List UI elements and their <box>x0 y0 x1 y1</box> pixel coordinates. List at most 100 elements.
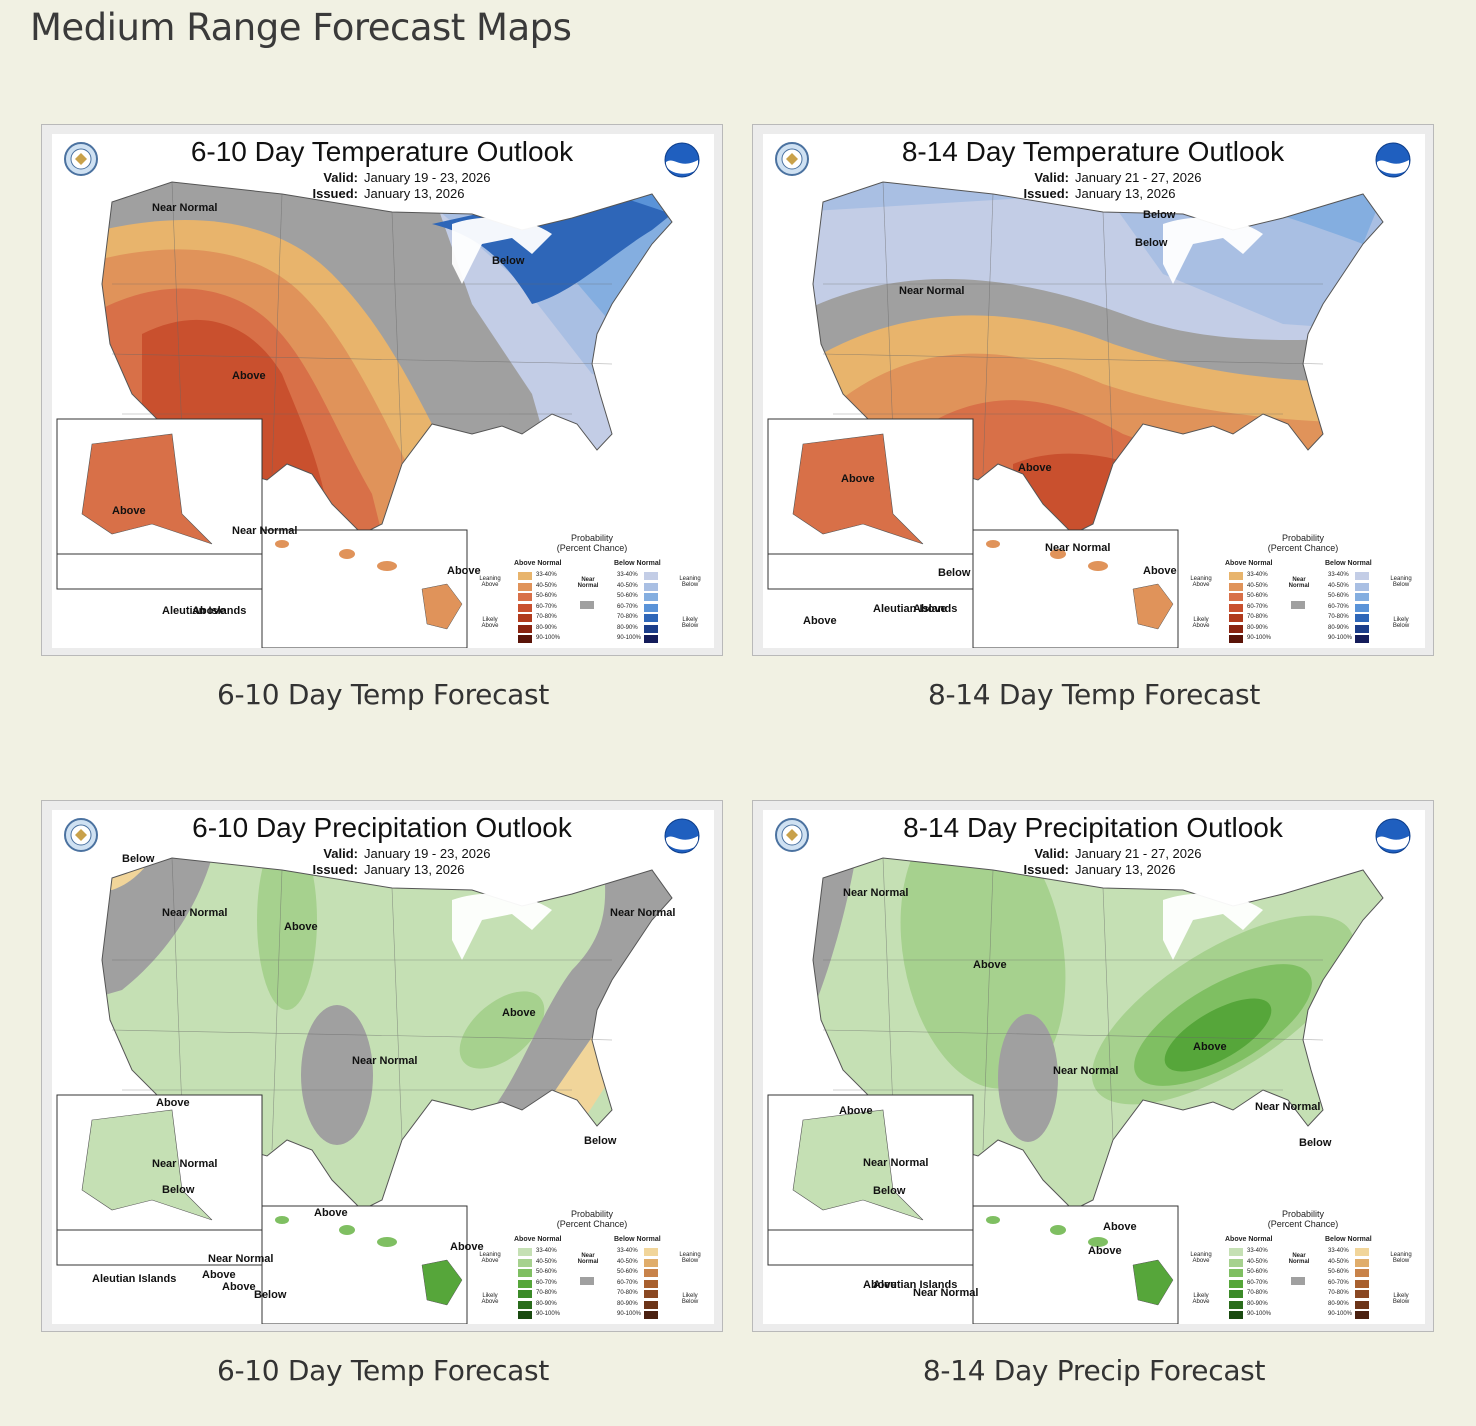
legend-title-line1: Probability <box>1281 533 1325 543</box>
legend-range-above: 70-80% <box>536 1290 557 1296</box>
region-label: Below <box>1135 237 1168 249</box>
legend-range-above: 80-90% <box>1247 1300 1268 1307</box>
legend-swatch-below <box>1355 603 1369 612</box>
alaska-inset <box>767 418 974 590</box>
noaa-logo-icon <box>664 142 700 178</box>
region-label: Above <box>863 1279 897 1291</box>
region-label: Above <box>913 603 947 615</box>
region-label: Near Normal <box>152 1158 217 1170</box>
legend-range-below: 60-70% <box>617 603 638 610</box>
legend-range-below: 33-40% <box>1328 1248 1349 1254</box>
region-label: Aleutian Islands <box>92 1273 176 1285</box>
legend-range-above: 33-40% <box>536 572 557 578</box>
legend-leaning-above: Leaning Above <box>479 1252 501 1264</box>
legend-range-above: 90-100% <box>536 635 561 641</box>
legend-range-above: 33-40% <box>1247 572 1268 578</box>
legend-swatch-near <box>580 601 594 609</box>
region-label: Above <box>1088 1245 1122 1257</box>
map-caption[interactable]: 6-10 Day Temp Forecast <box>216 678 550 711</box>
legend-near-normal: Near Normal <box>1288 577 1310 589</box>
legend-range-above: 80-90% <box>536 624 557 631</box>
legend-swatch-below <box>1355 1300 1369 1309</box>
legend-range-above: 90-100% <box>536 1311 561 1317</box>
map-title: 8-14 Day Temperature Outlook <box>901 136 1285 167</box>
legend-swatch-near <box>580 1277 594 1285</box>
legend-range-above: 80-90% <box>536 1300 557 1307</box>
alaska-inset <box>56 418 263 590</box>
region-label: Near Normal <box>1053 1065 1118 1077</box>
map-frame[interactable]: Below Below Near Normal Above Above Below Near… <box>752 124 1434 656</box>
region-label: Near Normal <box>208 1253 273 1265</box>
legend-range-below: 33-40% <box>1328 572 1349 578</box>
legend-range-above: 40-50% <box>536 1258 557 1265</box>
map-title: 6-10 Day Precipitation Outlook <box>192 812 572 843</box>
map-frame[interactable]: Below Near Normal Above Near Normal Above Nea… <box>41 800 723 1332</box>
map-caption[interactable]: 6-10 Day Temp Forecast <box>216 1354 550 1387</box>
legend-leaning-above: Leaning Above <box>479 576 501 588</box>
region-label: Near Normal <box>913 1287 978 1299</box>
legend-swatch-below <box>644 572 658 580</box>
noaa-logo-icon <box>1375 142 1411 178</box>
legend-range-below: 90-100% <box>617 635 642 641</box>
map-frame[interactable]: Near Normal Below Above Above Near Normal Abo… <box>41 124 723 656</box>
legend-swatch-above <box>518 1269 532 1277</box>
legend-swatch-below <box>1355 614 1369 622</box>
legend-swatch-above <box>1229 635 1243 643</box>
legend-leaning-above: Leaning Above <box>1190 576 1212 588</box>
legend-range-above: 70-80% <box>1247 1290 1268 1296</box>
region-label: Aleutian Islands <box>162 605 246 617</box>
legend-swatch-above <box>518 593 532 601</box>
legend-likely-below: Likely Below <box>1392 617 1410 629</box>
legend-swatch-above <box>518 1279 532 1288</box>
legend-range-below: 80-90% <box>1328 624 1349 631</box>
map-frame[interactable]: Near Normal Above Near Normal Above Near Nor… <box>752 800 1434 1332</box>
legend-range-above: 50-60% <box>1247 1269 1268 1275</box>
legend-swatch-above <box>518 614 532 622</box>
legend-swatch-above <box>1229 624 1243 633</box>
region-label: Near Normal <box>152 202 217 214</box>
region-label: Below <box>873 1185 906 1197</box>
region-label: Near Normal <box>843 887 908 899</box>
forecast-map: Near Normal Above Near Normal Above Near Nor… <box>763 810 1425 1324</box>
legend-range-above: 80-90% <box>1247 624 1268 631</box>
legend-leaning-below: Leaning Below <box>679 576 701 588</box>
legend-swatch-above <box>518 1258 532 1267</box>
issued-date: January 13, 2026 <box>364 862 465 877</box>
legend-leaning-below: Leaning Below <box>1390 576 1412 588</box>
legend-swatch-below <box>644 593 658 601</box>
forecast-card-8-14-temp[interactable]: Below Below Near Normal Above Above Below Near… <box>752 124 1436 711</box>
region-label: Above <box>112 505 146 517</box>
legend-likely-below: Likely Below <box>1392 1293 1410 1305</box>
legend-swatch-near <box>1291 1277 1305 1285</box>
alaska-inset <box>56 1094 263 1266</box>
legend-range-above: 40-50% <box>536 582 557 589</box>
valid-dates: January 19 - 23, 2026 <box>364 846 491 861</box>
region-label: Above <box>973 959 1007 971</box>
region-label: Below <box>162 1184 195 1196</box>
legend-swatch-below <box>644 582 658 591</box>
map-caption[interactable]: 8-14 Day Precip Forecast <box>922 1354 1266 1387</box>
legend-likely-above: Likely Above <box>1192 1293 1210 1305</box>
legend-range-above: 60-70% <box>1247 1279 1268 1286</box>
legend-range-below: 80-90% <box>1328 1300 1349 1307</box>
region-label: Above <box>450 1241 484 1253</box>
legend-title: Probability (Percent Chance) <box>474 1209 710 1229</box>
region-label: Above <box>1193 1041 1227 1053</box>
forecast-card-8-14-precip[interactable]: Near Normal Above Near Normal Above Near Nor… <box>752 800 1436 1387</box>
map-dates: Valid: January 21 - 27, 2026 Issued: Janua… <box>1017 846 1201 878</box>
legend-likely-below: Likely Below <box>681 1293 699 1305</box>
forecast-card-6-10-temp[interactable]: Near Normal Below Above Above Near Normal Abo… <box>41 124 725 711</box>
legend-range-below: 33-40% <box>617 572 638 578</box>
region-label: Above <box>192 605 226 617</box>
region-label: Above <box>502 1007 536 1019</box>
legend-near-normal: Near Normal <box>577 577 599 589</box>
legend-swatch-above <box>1229 614 1243 622</box>
region-label: Below <box>938 567 971 579</box>
forecast-card-6-10-precip[interactable]: Below Near Normal Above Near Normal Above Nea… <box>41 800 725 1387</box>
commerce-seal-icon <box>64 818 98 852</box>
legend-range-above: 50-60% <box>536 593 557 599</box>
legend-swatch-above <box>518 582 532 591</box>
page-title: Medium Range Forecast Maps <box>30 6 572 49</box>
legend-title-line2: (Percent Chance) <box>556 543 628 553</box>
map-caption[interactable]: 8-14 Day Temp Forecast <box>927 678 1261 711</box>
